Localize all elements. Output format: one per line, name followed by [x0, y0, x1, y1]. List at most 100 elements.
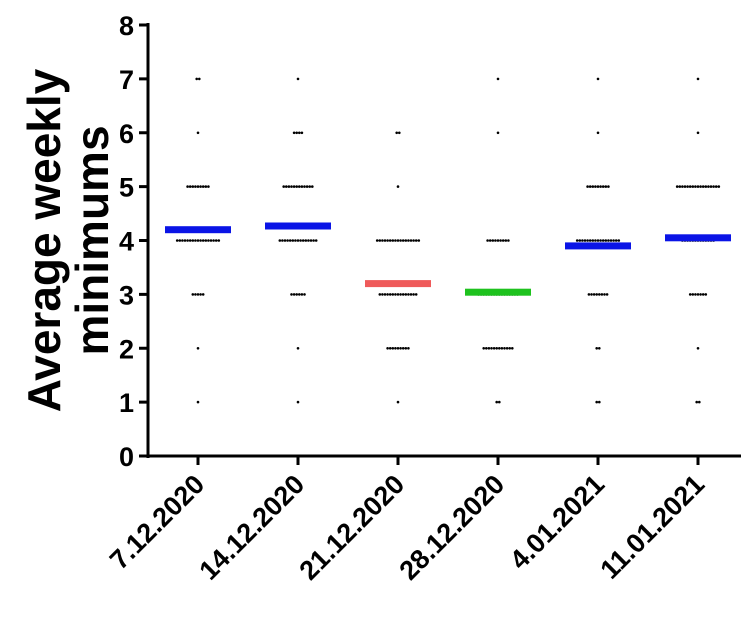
- data-point: [305, 185, 309, 188]
- data-point: [287, 185, 291, 188]
- data-point: [188, 185, 192, 188]
- data-point: [386, 239, 389, 242]
- data-point: [196, 185, 200, 188]
- data-point: [294, 239, 297, 242]
- data-point: [204, 185, 208, 188]
- data-point: [498, 347, 501, 350]
- data-point: [292, 185, 296, 188]
- data-point: [282, 185, 286, 188]
- data-point: [691, 185, 695, 188]
- data-point: [199, 239, 202, 242]
- data-point: [398, 131, 401, 135]
- data-point: [581, 239, 584, 242]
- data-point: [285, 185, 288, 188]
- data-point: [409, 293, 413, 296]
- data-point: [388, 347, 392, 350]
- data-point: [508, 347, 512, 350]
- data-point: [207, 239, 210, 242]
- data-point: [196, 131, 200, 135]
- data-point: [688, 293, 692, 296]
- data-point: [407, 293, 410, 296]
- data-point: [591, 239, 595, 242]
- data-point: [394, 293, 397, 296]
- data-point: [688, 185, 692, 188]
- x-tick-label: 14.12.2020: [193, 469, 310, 586]
- data-point: [675, 185, 679, 188]
- data-point: [401, 293, 405, 296]
- data-point: [596, 185, 600, 188]
- data-point: [696, 293, 700, 296]
- data-point: [196, 293, 200, 296]
- y-tick-label: 5: [119, 173, 134, 203]
- data-point: [295, 293, 299, 296]
- data-point: [288, 239, 292, 242]
- data-point: [492, 347, 496, 350]
- data-point: [396, 400, 400, 404]
- mean-line: [665, 234, 731, 242]
- data-point: [412, 239, 415, 242]
- data-point: [717, 185, 721, 188]
- data-point: [388, 293, 392, 296]
- data-point: [290, 185, 293, 188]
- data-point: [503, 347, 506, 350]
- data-point: [191, 185, 195, 188]
- data-point: [404, 239, 408, 242]
- data-point: [394, 347, 397, 350]
- data-point: [695, 400, 698, 404]
- data-point: [295, 185, 299, 188]
- data-point: [298, 185, 301, 188]
- data-point: [391, 239, 395, 242]
- data-point: [601, 185, 605, 188]
- data-point: [704, 293, 708, 296]
- data-point: [507, 239, 510, 242]
- data-point: [300, 185, 304, 188]
- data-point: [181, 239, 184, 242]
- data-point: [386, 293, 389, 296]
- mean-lines: [165, 222, 731, 296]
- y-axis-label-line: minimums: [66, 125, 118, 355]
- data-point: [596, 239, 600, 242]
- data-point: [399, 239, 402, 242]
- x-tick-label: 11.01.2021: [595, 469, 711, 585]
- data-point: [175, 239, 179, 242]
- data-point: [696, 77, 700, 81]
- data-point: [298, 131, 301, 135]
- data-point: [604, 185, 608, 188]
- y-tick-label: 4: [119, 227, 134, 257]
- data-point: [195, 77, 198, 81]
- data-point: [598, 293, 601, 296]
- data-points: [175, 77, 721, 404]
- data-point: [299, 239, 302, 242]
- data-point: [588, 239, 592, 242]
- data-point: [296, 347, 300, 350]
- data-point: [686, 185, 689, 188]
- data-point: [575, 239, 579, 242]
- data-point: [300, 131, 304, 135]
- data-point: [201, 239, 205, 242]
- mean-line: [365, 280, 431, 288]
- data-point: [186, 239, 189, 242]
- data-point: [486, 239, 489, 242]
- data-point: [511, 347, 514, 350]
- data-point: [698, 400, 701, 404]
- data-point: [699, 293, 702, 296]
- data-point: [308, 185, 312, 188]
- y-tick-label: 8: [119, 11, 134, 41]
- data-point: [401, 239, 405, 242]
- data-point: [375, 239, 379, 242]
- data-point: [404, 347, 408, 350]
- y-axis-label-line: Average weekly: [18, 68, 70, 412]
- data-point: [678, 185, 682, 188]
- data-point: [681, 185, 684, 188]
- mean-line: [565, 242, 631, 250]
- data-point: [217, 239, 221, 242]
- data-point: [604, 239, 608, 242]
- data-point: [204, 239, 208, 242]
- data-point: [295, 131, 299, 135]
- data-point: [312, 239, 315, 242]
- data-point: [482, 347, 486, 350]
- data-point: [499, 239, 502, 242]
- data-point: [496, 77, 500, 81]
- data-point: [378, 239, 382, 242]
- data-point: [186, 185, 189, 188]
